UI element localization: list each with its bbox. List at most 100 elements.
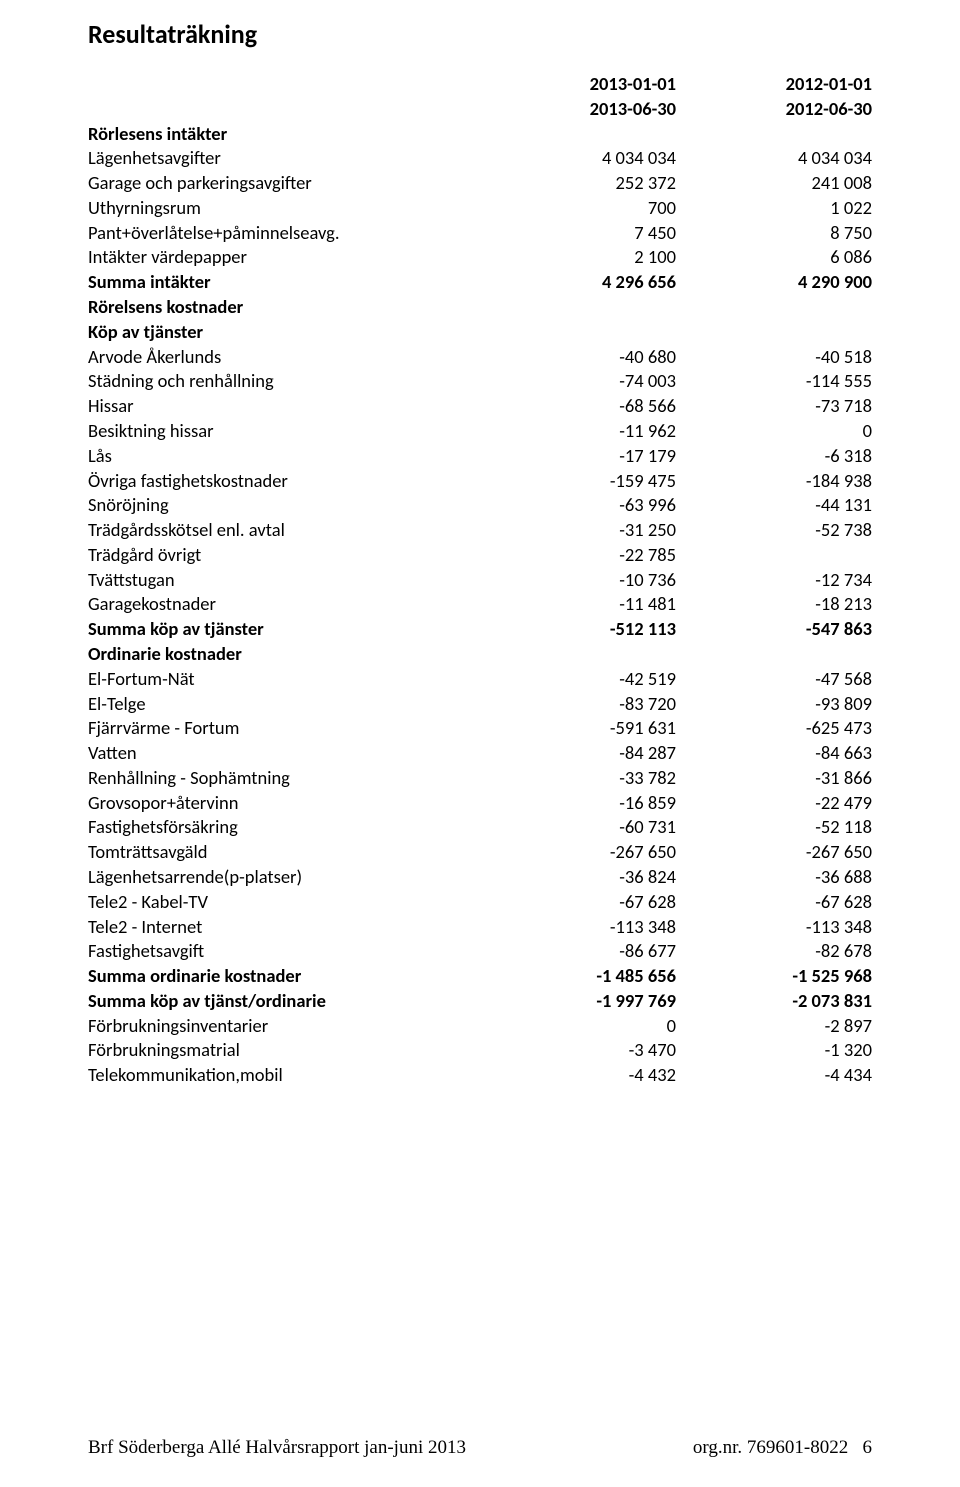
row-label: Tvättstugan [88,568,480,593]
row-c1: 4 296 656 [480,270,676,295]
period-start-2: 2012-01-01 [676,72,872,97]
table-row: Pant+överlåtelse+påminnelseavg.7 4508 75… [88,221,872,246]
row-c1: -31 250 [480,518,676,543]
row-c2: -47 568 [676,667,872,692]
row-label: Besiktning hissar [88,419,480,444]
table-row: Trädgård övrigt-22 785 [88,543,872,568]
row-label: Vatten [88,741,480,766]
table-row: Grovsopor+återvinn-16 859-22 479 [88,791,872,816]
table-row: Tomträttsavgäld-267 650-267 650 [88,840,872,865]
table-row: Trädgårdsskötsel enl. avtal-31 250-52 73… [88,518,872,543]
row-c1: -83 720 [480,692,676,717]
table-row: Garage och parkeringsavgifter252 372241 … [88,171,872,196]
table-row: Tvättstugan-10 736-12 734 [88,568,872,593]
row-label: Garage och parkeringsavgifter [88,171,480,196]
row-c1: 700 [480,196,676,221]
empty-cell [676,122,872,147]
row-label: Förbrukningsinventarier [88,1014,480,1039]
row-c2: -113 348 [676,915,872,940]
row-c2: -12 734 [676,568,872,593]
row-c1: -60 731 [480,815,676,840]
section-row: Rörlesens intäkter [88,122,872,147]
row-label: Garagekostnader [88,592,480,617]
table-row: Snöröjning-63 996-44 131 [88,493,872,518]
summary-row: Summa köp av tjänster-512 113-547 863 [88,617,872,642]
row-c1: -113 348 [480,915,676,940]
row-label: Intäkter värdepapper [88,245,480,270]
table-row: Förbrukningsmatrial-3 470-1 320 [88,1038,872,1063]
row-c2: -52 738 [676,518,872,543]
empty-cell [480,642,676,667]
row-c1: -591 631 [480,716,676,741]
row-c2: 241 008 [676,171,872,196]
empty-cell [480,295,676,320]
summary-row: Summa intäkter4 296 6564 290 900 [88,270,872,295]
table-row: Övriga fastighetskostnader-159 475-184 9… [88,469,872,494]
row-c2: -6 318 [676,444,872,469]
table-row: Fastighetsförsäkring-60 731-52 118 [88,815,872,840]
row-label: Summa köp av tjänster [88,617,480,642]
row-label: Städning och renhållning [88,369,480,394]
row-label: Fjärrvärme - Fortum [88,716,480,741]
section-ordinarie: Ordinarie kostnader [88,642,480,667]
row-label: El-Telge [88,692,480,717]
row-c2: -2 073 831 [676,989,872,1014]
page-footer: Brf Söderberga Allé Halvårsrapport jan-j… [88,1437,872,1459]
table-row: Lägenhetsavgifter4 034 0344 034 034 [88,146,872,171]
empty-cell [480,122,676,147]
row-c2: -114 555 [676,369,872,394]
summary-row: Summa köp av tjänst/ordinarie-1 997 769-… [88,989,872,1014]
row-label: Trädgård övrigt [88,543,480,568]
footer-right: org.nr. 769601-8022 6 [693,1437,872,1459]
section-rorelsens-kostnader: Rörelsens kostnader [88,295,480,320]
table-row: Besiktning hissar-11 9620 [88,419,872,444]
row-label: Hissar [88,394,480,419]
row-label: Fastighetsförsäkring [88,815,480,840]
income-statement-table: 2013-01-01 2012-01-01 2013-06-30 2012-06… [88,72,872,1088]
section-row: Rörelsens kostnader [88,295,872,320]
row-c1: -1 485 656 [480,964,676,989]
row-c1: -1 997 769 [480,989,676,1014]
table-row: Fjärrvärme - Fortum-591 631-625 473 [88,716,872,741]
table-row: Lås-17 179-6 318 [88,444,872,469]
row-c2: -31 866 [676,766,872,791]
page: Resultaträkning 2013-01-01 2012-01-01 20… [0,0,960,1487]
row-c2: -67 628 [676,890,872,915]
period-end-2: 2012-06-30 [676,97,872,122]
row-c1: -63 996 [480,493,676,518]
row-label: Lås [88,444,480,469]
row-c1: -84 287 [480,741,676,766]
row-label: Summa ordinarie kostnader [88,964,480,989]
period-start-row: 2013-01-01 2012-01-01 [88,72,872,97]
empty-cell [88,97,480,122]
row-label: Renhållning - Sophämtning [88,766,480,791]
period-end-row: 2013-06-30 2012-06-30 [88,97,872,122]
row-label: Pant+överlåtelse+påminnelseavg. [88,221,480,246]
row-c1: -17 179 [480,444,676,469]
row-c2 [676,543,872,568]
period-start-1: 2013-01-01 [480,72,676,97]
row-c1: 7 450 [480,221,676,246]
table-row: Fastighetsavgift-86 677-82 678 [88,939,872,964]
row-c2: -44 131 [676,493,872,518]
row-label: Telekommunikation,mobil [88,1063,480,1088]
table-row: Telekommunikation,mobil-4 432-4 434 [88,1063,872,1088]
table-row: Förbrukningsinventarier0-2 897 [88,1014,872,1039]
row-c1: -74 003 [480,369,676,394]
row-c1: 252 372 [480,171,676,196]
row-c1: -40 680 [480,345,676,370]
row-label: Övriga fastighetskostnader [88,469,480,494]
table-row: Tele2 - Internet-113 348-113 348 [88,915,872,940]
row-label: Arvode Åkerlunds [88,345,480,370]
row-label: El-Fortum-Nät [88,667,480,692]
row-c2: -2 897 [676,1014,872,1039]
row-c2: -547 863 [676,617,872,642]
row-c1: -3 470 [480,1038,676,1063]
row-c2: -1 525 968 [676,964,872,989]
row-label: Lägenhetsavgifter [88,146,480,171]
row-c1: -33 782 [480,766,676,791]
row-c2: 6 086 [676,245,872,270]
row-c1: -36 824 [480,865,676,890]
row-c1: -86 677 [480,939,676,964]
table-row: El-Fortum-Nät-42 519-47 568 [88,667,872,692]
